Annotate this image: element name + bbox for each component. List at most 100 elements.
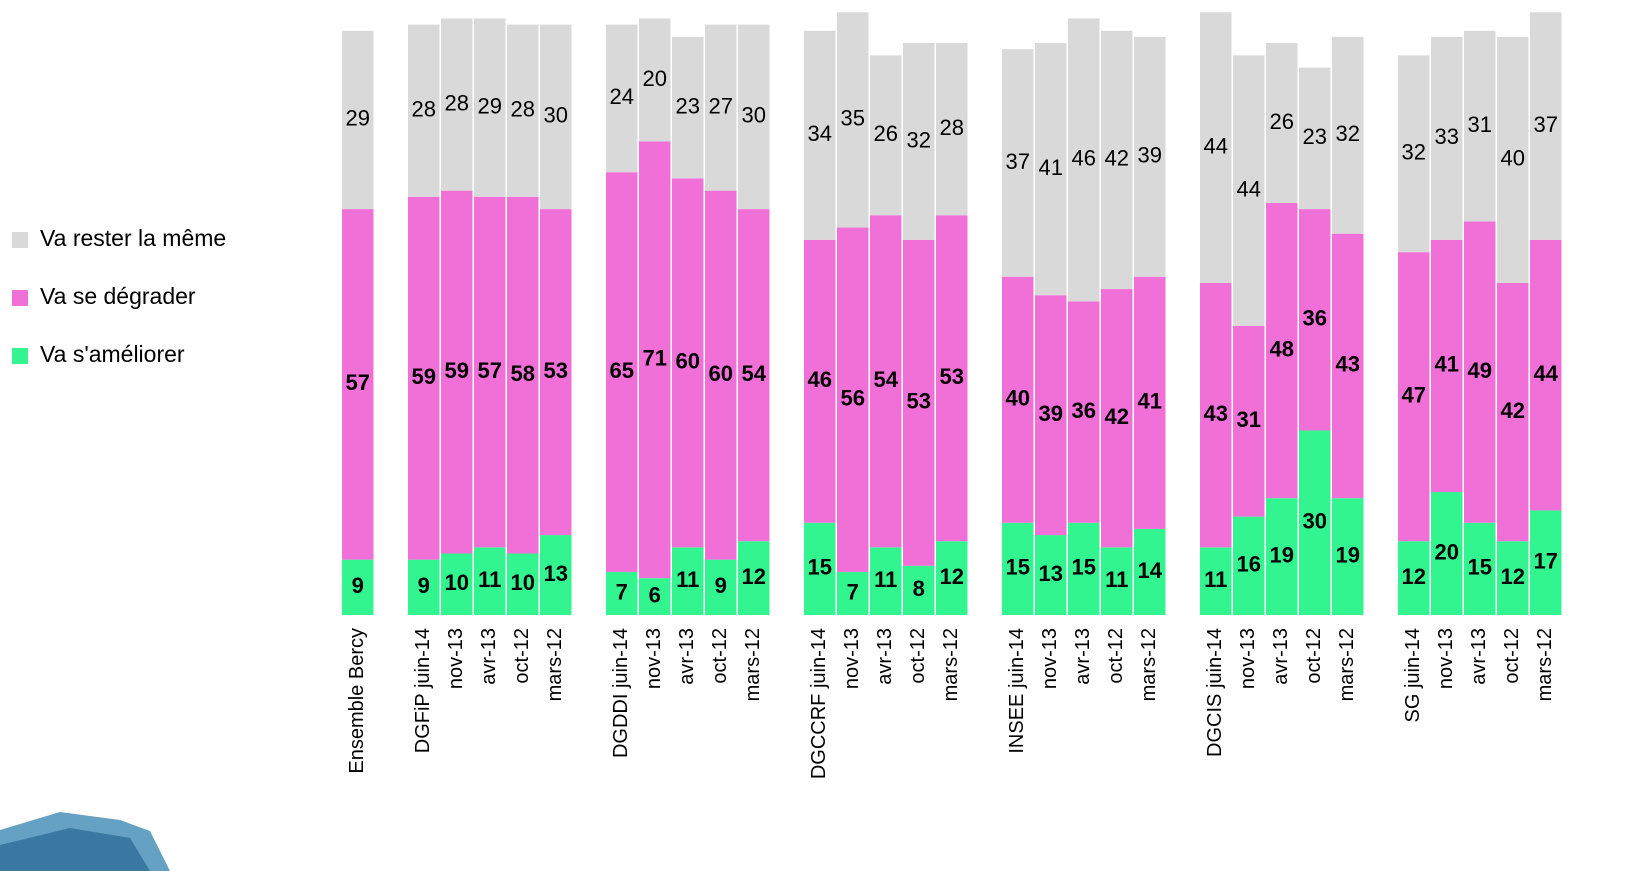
bar-segment bbox=[1002, 522, 1034, 615]
value-label: 9 bbox=[418, 573, 430, 598]
value-label: 36 bbox=[1072, 398, 1096, 423]
value-label: 40 bbox=[1501, 146, 1525, 171]
bar-segment bbox=[870, 55, 902, 216]
bar-segment bbox=[1233, 55, 1265, 326]
value-label: 11 bbox=[478, 567, 501, 592]
bar-segment bbox=[1464, 522, 1496, 615]
bar-segment bbox=[936, 43, 968, 216]
bar-segment bbox=[1497, 541, 1529, 615]
bar-segment bbox=[441, 190, 473, 554]
bar-segment bbox=[1134, 528, 1166, 615]
bar-segment bbox=[1200, 282, 1232, 548]
bar-segment bbox=[1299, 430, 1331, 615]
x-tick-label: nov-13 bbox=[841, 628, 863, 689]
value-label: 34 bbox=[808, 121, 832, 146]
value-label: 20 bbox=[1435, 539, 1459, 564]
x-tick-label: mars-12 bbox=[940, 628, 962, 701]
bar-segment bbox=[474, 196, 506, 548]
value-label: 30 bbox=[1303, 509, 1327, 534]
value-label: 42 bbox=[1501, 398, 1525, 423]
x-tick-label: DGFiP juin-14 bbox=[412, 628, 434, 753]
bar-segment bbox=[837, 227, 869, 572]
value-label: 15 bbox=[808, 555, 832, 580]
bar-segment bbox=[474, 547, 506, 615]
bar-segment bbox=[606, 571, 638, 615]
value-label: 30 bbox=[742, 103, 766, 128]
value-label: 49 bbox=[1468, 358, 1492, 383]
value-label: 15 bbox=[1072, 555, 1096, 580]
value-label: 17 bbox=[1534, 549, 1558, 574]
x-tick-label: nov-13 bbox=[1435, 628, 1457, 689]
value-label: 13 bbox=[1039, 561, 1063, 586]
bar-segment bbox=[870, 215, 902, 548]
value-label: 54 bbox=[874, 367, 899, 392]
x-tick-label: mars-12 bbox=[1138, 628, 1160, 701]
legend-label: Va rester la même bbox=[40, 225, 226, 251]
bar-segment bbox=[1266, 498, 1298, 615]
x-tick-label: DGDDI juin-14 bbox=[610, 628, 632, 758]
bar-segment bbox=[936, 541, 968, 615]
bar-segment bbox=[1134, 276, 1166, 529]
bar-segment bbox=[672, 178, 704, 548]
value-label: 32 bbox=[1336, 121, 1360, 146]
value-label: 37 bbox=[1534, 112, 1558, 137]
value-label: 7 bbox=[847, 579, 859, 604]
bar-segment bbox=[804, 239, 836, 523]
bar-segment bbox=[903, 239, 935, 566]
value-label: 30 bbox=[544, 103, 568, 128]
value-label: 11 bbox=[874, 567, 897, 592]
decoration bbox=[0, 828, 150, 871]
bar-segment bbox=[1200, 547, 1232, 615]
x-tick-label: oct-12 bbox=[709, 628, 731, 684]
value-label: 32 bbox=[907, 127, 931, 152]
value-label: 29 bbox=[478, 93, 502, 118]
x-tick-label: mars-12 bbox=[742, 628, 764, 701]
bar-segment bbox=[1398, 252, 1430, 542]
value-label: 53 bbox=[907, 389, 931, 414]
x-tick-label: DGCCRF juin-14 bbox=[808, 628, 830, 779]
bar-segment bbox=[1398, 55, 1430, 253]
legend-swatch bbox=[12, 348, 28, 364]
value-label: 28 bbox=[940, 115, 964, 140]
value-label: 26 bbox=[1270, 109, 1294, 134]
bar-segment bbox=[408, 196, 440, 560]
legend-swatch bbox=[12, 290, 28, 306]
x-tick-label: oct-12 bbox=[511, 628, 533, 684]
bar-segment bbox=[342, 559, 374, 615]
value-label: 43 bbox=[1204, 401, 1228, 426]
x-tick-label: mars-12 bbox=[1336, 628, 1358, 701]
bar-segment bbox=[705, 190, 737, 560]
x-tick-label: avr-13 bbox=[478, 628, 500, 685]
bar-segment bbox=[738, 24, 770, 210]
value-label: 11 bbox=[1105, 567, 1128, 592]
value-label: 37 bbox=[1006, 149, 1030, 174]
bar-segment bbox=[441, 18, 473, 191]
value-label: 39 bbox=[1039, 401, 1063, 426]
legend-label: Va s'améliorer bbox=[40, 341, 185, 367]
x-tick-label: avr-13 bbox=[874, 628, 896, 685]
x-tick-label: oct-12 bbox=[1105, 628, 1127, 684]
value-label: 23 bbox=[1303, 124, 1327, 149]
bar-segment bbox=[1068, 301, 1100, 523]
bar-segment bbox=[1101, 289, 1133, 548]
value-label: 41 bbox=[1435, 352, 1459, 377]
x-tick-label: mars-12 bbox=[544, 628, 566, 701]
value-label: 14 bbox=[1138, 558, 1163, 583]
bar-segment bbox=[1398, 541, 1430, 615]
bar-segment bbox=[1299, 209, 1331, 431]
value-label: 36 bbox=[1303, 306, 1327, 331]
value-label: 48 bbox=[1270, 336, 1294, 361]
bar-segment bbox=[1266, 202, 1298, 499]
x-tick-label: oct-12 bbox=[1303, 628, 1325, 684]
bar-segment bbox=[1002, 276, 1034, 523]
bar-segment bbox=[1233, 325, 1265, 517]
x-tick-label: avr-13 bbox=[1072, 628, 1094, 685]
bar-segment bbox=[870, 547, 902, 615]
x-tick-label: nov-13 bbox=[445, 628, 467, 689]
bar-segment bbox=[1530, 12, 1562, 240]
bar-segment bbox=[639, 18, 671, 142]
bar-segment bbox=[1431, 239, 1463, 492]
x-tick-label: INSEE juin-14 bbox=[1006, 628, 1028, 754]
value-label: 31 bbox=[1237, 407, 1261, 432]
bar-segment bbox=[804, 522, 836, 615]
